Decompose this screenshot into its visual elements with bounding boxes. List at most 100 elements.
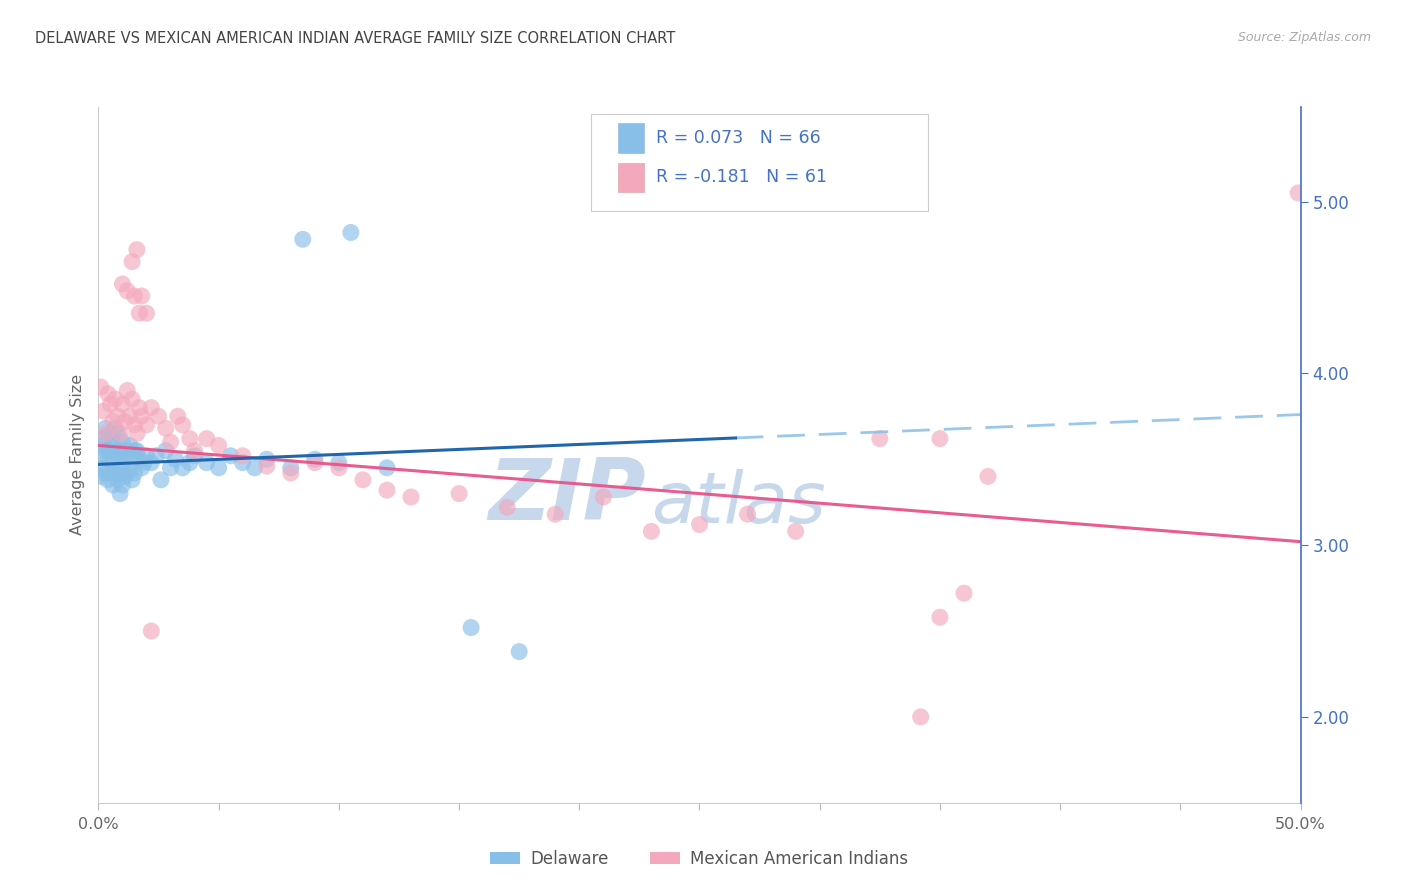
Point [1286, 186, 1309, 200]
Point [94, 443, 117, 458]
Point [977, 469, 1000, 483]
Point [166, 409, 188, 424]
Point [172, 417, 194, 432]
Point [125, 243, 148, 257]
Point [183, 449, 205, 463]
Point [104, 466, 127, 480]
Point [114, 414, 136, 428]
Point [141, 456, 163, 470]
Point [107, 426, 129, 441]
Point [108, 426, 131, 441]
Point [97, 452, 120, 467]
Point [118, 462, 141, 476]
Point [107, 449, 129, 463]
Point [111, 478, 134, 492]
Point [124, 466, 146, 480]
Point [101, 414, 124, 428]
Point [117, 443, 139, 458]
Point [131, 460, 153, 475]
Point [117, 384, 139, 398]
Point [131, 289, 153, 303]
Y-axis label: Average Family Size: Average Family Size [69, 375, 84, 535]
Point [108, 466, 131, 480]
Point [100, 443, 122, 458]
Point [183, 443, 205, 458]
Point [101, 435, 124, 450]
Point [928, 610, 950, 624]
Point [256, 452, 278, 467]
Point [107, 473, 129, 487]
Point [179, 432, 201, 446]
Point [128, 306, 150, 320]
Point [118, 438, 141, 452]
Point [256, 459, 278, 474]
Point [135, 417, 157, 432]
Legend: Delaware, Mexican American Indians: Delaware, Mexican American Indians [484, 843, 915, 874]
Point [304, 452, 326, 467]
Point [447, 486, 470, 500]
Point [910, 710, 932, 724]
Point [97, 473, 120, 487]
Point [121, 392, 143, 406]
Point [208, 460, 231, 475]
Point [159, 460, 181, 475]
Point [869, 432, 891, 446]
Text: R = 0.073   N = 66: R = 0.073 N = 66 [657, 129, 821, 147]
Point [91, 432, 114, 446]
Point [94, 426, 117, 441]
Point [100, 466, 122, 480]
Point [375, 483, 398, 497]
Point [508, 645, 530, 659]
Point [243, 460, 266, 475]
Point [375, 460, 398, 475]
Point [232, 449, 254, 463]
Point [101, 456, 124, 470]
FancyBboxPatch shape [617, 162, 644, 192]
Point [928, 432, 950, 446]
Point [737, 507, 759, 521]
Point [111, 277, 134, 291]
Point [135, 306, 157, 320]
Point [304, 456, 326, 470]
Point [90, 380, 112, 394]
Point [121, 254, 143, 268]
Point [208, 438, 231, 452]
Point [124, 289, 146, 303]
Point [97, 387, 120, 401]
Point [91, 438, 114, 452]
Point [90, 449, 112, 463]
Point [104, 392, 127, 406]
Point [592, 490, 614, 504]
Point [125, 443, 148, 458]
Point [141, 624, 163, 638]
Text: ZIP: ZIP [488, 455, 645, 538]
FancyBboxPatch shape [592, 114, 928, 211]
Point [107, 409, 129, 424]
Point [785, 524, 807, 539]
Point [111, 435, 134, 450]
Point [340, 226, 363, 240]
Point [291, 232, 314, 246]
Point [128, 401, 150, 415]
Point [117, 466, 139, 480]
Point [114, 449, 136, 463]
Point [108, 443, 131, 458]
Point [159, 435, 181, 450]
Point [114, 469, 136, 483]
Point [195, 456, 218, 470]
Point [121, 473, 143, 487]
Point [280, 466, 302, 480]
Text: Source: ZipAtlas.com: Source: ZipAtlas.com [1237, 31, 1371, 45]
Point [111, 397, 134, 411]
Point [145, 449, 167, 463]
Point [124, 443, 146, 458]
Point [280, 460, 302, 475]
Point [135, 449, 157, 463]
Text: DELAWARE VS MEXICAN AMERICAN INDIAN AVERAGE FAMILY SIZE CORRELATION CHART: DELAWARE VS MEXICAN AMERICAN INDIAN AVER… [35, 31, 675, 46]
Point [219, 449, 242, 463]
Point [90, 469, 112, 483]
Point [94, 421, 117, 435]
Text: R = -0.181   N = 61: R = -0.181 N = 61 [657, 169, 827, 186]
Point [121, 449, 143, 463]
Point [104, 443, 127, 458]
